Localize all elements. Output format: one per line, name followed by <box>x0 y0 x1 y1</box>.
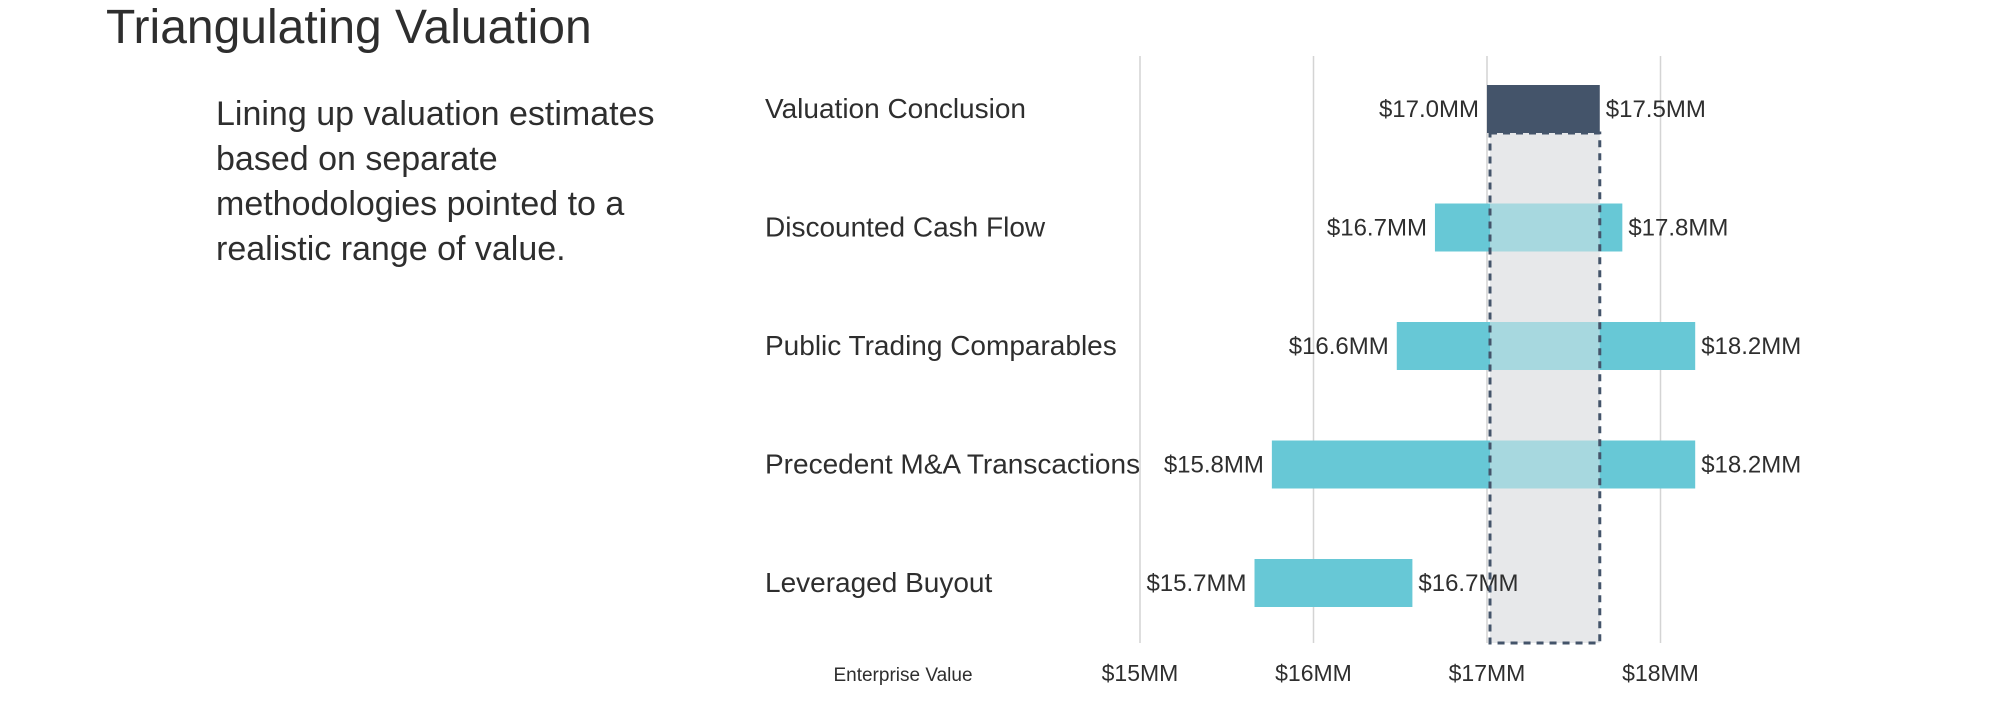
category-label: Leveraged Buyout <box>765 567 993 598</box>
description-text: Lining up valuation estimates based on s… <box>216 95 655 268</box>
x-tick-label: $17MM <box>1449 660 1526 686</box>
x-axis: Enterprise Value $15MM $16MM $17MM $18MM <box>833 660 1698 686</box>
conclusion-band-border <box>1488 131 1602 645</box>
low-value-label: $16.7MM <box>1327 215 1427 242</box>
low-value-label: $15.7MM <box>1146 570 1246 597</box>
x-tick-label: $15MM <box>1102 660 1179 686</box>
high-value-label: $18.2MM <box>1701 333 1801 360</box>
range-bars <box>1254 85 1696 607</box>
low-value-label: $15.8MM <box>1164 452 1264 479</box>
chart-labels: Valuation Conclusion $17.0MM $17.5MM Discou… <box>765 93 1801 645</box>
category-label: Discounted Cash Flow <box>765 212 1046 243</box>
page-title: Triangulating Valuation <box>106 1 592 54</box>
low-value-label: $16.6MM <box>1289 333 1389 360</box>
range-bar-overlap <box>1490 322 1600 370</box>
high-value-label: $16.7MM <box>1418 570 1518 597</box>
category-label: Precedent M&A Transcactions <box>765 449 1140 480</box>
low-value-label: $17.0MM <box>1379 96 1479 123</box>
range-bar-overlap <box>1490 440 1600 489</box>
high-value-label: $17.5MM <box>1606 96 1706 123</box>
range-bar-overlap <box>1490 203 1600 252</box>
bar-valuation-conclusion <box>1487 85 1600 133</box>
x-tick-label: $16MM <box>1275 660 1352 686</box>
category-label: Valuation Conclusion <box>765 93 1026 124</box>
x-axis-label: Enterprise Value <box>833 665 972 686</box>
range-bar <box>1254 559 1413 607</box>
high-value-label: $18.2MM <box>1701 452 1801 479</box>
high-value-label: $17.8MM <box>1628 215 1728 242</box>
x-tick-label: $18MM <box>1622 660 1699 686</box>
range-bar <box>1271 440 1696 489</box>
category-label: Public Trading Comparables <box>765 330 1117 361</box>
